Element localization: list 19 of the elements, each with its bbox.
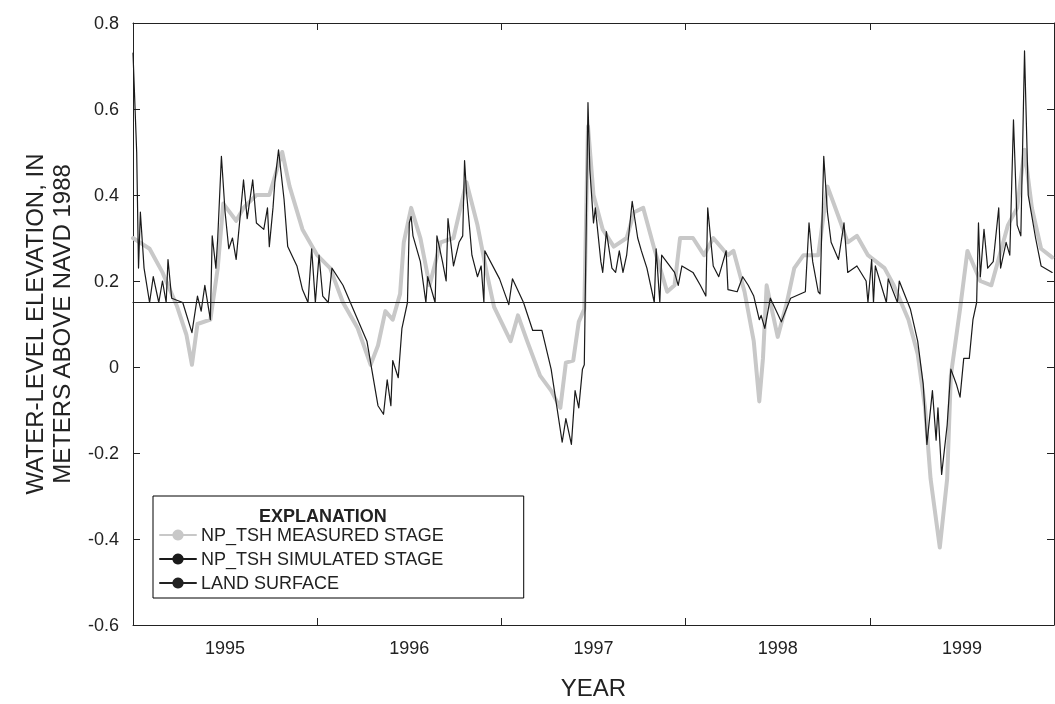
x-axis-title: YEAR (560, 673, 627, 701)
y-tick-label: -0.6 (87, 615, 119, 635)
y-tick-label: 0.8 (93, 13, 119, 33)
y-tick-label: 0 (108, 357, 119, 377)
y-tick-label: 0.2 (93, 271, 119, 291)
legend-label: NP_TSH SIMULATED STAGE (201, 549, 444, 570)
y-tick-label: 0.6 (93, 99, 119, 119)
x-tick-label: 1999 (941, 638, 982, 658)
y-axis-title: WATER-LEVEL ELEVATION, IN METERS ABOVE NAVD 1988 (21, 153, 75, 495)
y-tick-label: 0.4 (93, 185, 119, 205)
legend-title: EXPLANATION (259, 506, 387, 526)
x-tick-label: 1998 (757, 638, 798, 658)
legend-label: NP_TSH MEASURED STAGE (201, 525, 444, 546)
legend-label: LAND SURFACE (201, 573, 340, 593)
x-tick-label: 1997 (573, 638, 614, 658)
y-tick-label: -0.2 (87, 443, 119, 463)
x-tick-label: 1996 (389, 638, 430, 658)
x-tick-label: 1995 (205, 638, 246, 658)
y-tick-label: -0.4 (87, 529, 119, 549)
